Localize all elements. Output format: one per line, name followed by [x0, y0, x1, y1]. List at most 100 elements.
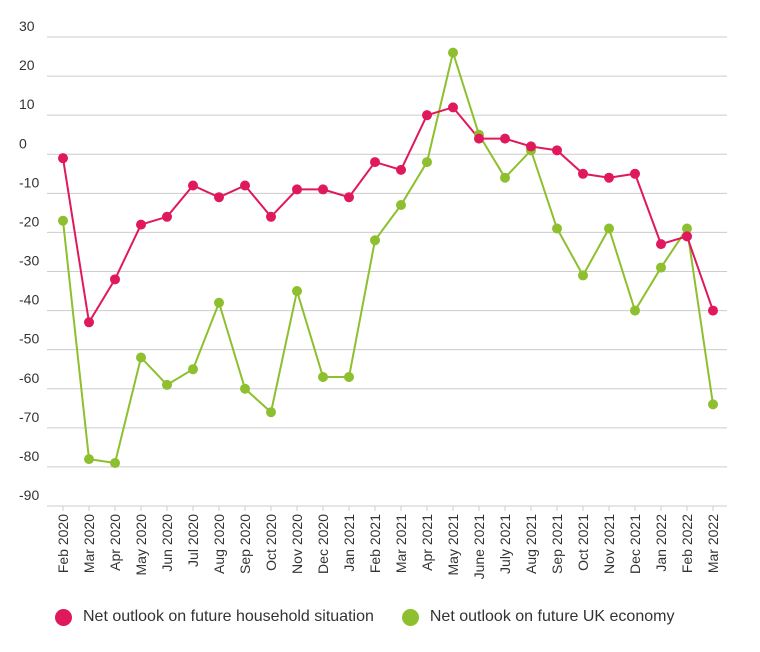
data-point [656, 262, 666, 273]
x-tick-label: May 2020 [133, 514, 149, 576]
legend-marker-household [55, 608, 72, 626]
y-tick-label: -70 [19, 409, 39, 425]
data-point [500, 172, 510, 183]
legend-label-household: Net outlook on future household situatio… [83, 608, 374, 625]
series-line [62, 48, 714, 465]
x-tick-label: Feb 2022 [679, 514, 695, 573]
y-tick-label: -40 [19, 292, 39, 308]
data-point [422, 110, 432, 121]
data-point [682, 223, 692, 234]
data-point [84, 317, 94, 328]
data-point [708, 399, 718, 410]
x-tick-label: May 2021 [445, 514, 461, 576]
y-tick-label: -10 [19, 174, 39, 190]
data-point [214, 297, 224, 308]
legend-marker-economy [401, 608, 419, 626]
x-tick-label: Sep 2021 [549, 514, 565, 574]
x-tick-label: Feb 2020 [55, 514, 71, 573]
legend-item-economy: Net outlook on future UK economy [401, 608, 675, 626]
x-tick-label: Jan 2021 [341, 514, 357, 572]
data-point [474, 133, 484, 144]
y-tick-label: -50 [19, 331, 39, 347]
x-tick-label: Apr 2020 [107, 514, 123, 571]
y-tick-label: 20 [19, 57, 35, 73]
data-point [500, 133, 510, 144]
data-point [552, 223, 562, 234]
data-point [604, 223, 614, 234]
data-point [58, 153, 68, 164]
data-point [240, 383, 250, 394]
data-point [370, 235, 380, 246]
data-point [552, 145, 562, 156]
data-point [240, 180, 250, 191]
y-tick-label: 10 [19, 96, 35, 112]
data-point [526, 141, 536, 152]
data-point [370, 157, 380, 168]
data-point [396, 200, 406, 211]
x-tick-label: July 2021 [497, 514, 513, 574]
data-point [136, 219, 146, 230]
data-point [682, 231, 692, 242]
data-point [344, 192, 354, 203]
data-point [604, 172, 614, 183]
data-point [292, 286, 302, 297]
x-tick-label: Dec 2020 [315, 514, 331, 574]
x-tick-label: Nov 2020 [289, 514, 305, 574]
data-point [448, 102, 458, 113]
data-point [162, 211, 172, 222]
data-point [630, 305, 640, 316]
data-point [266, 407, 276, 418]
data-point [266, 211, 276, 222]
x-tick-label: Aug 2020 [211, 514, 227, 574]
data-point [318, 184, 328, 195]
data-point [136, 352, 146, 363]
data-point [162, 379, 172, 390]
y-tick-label: 30 [19, 18, 35, 34]
x-tick-label: Sep 2020 [237, 514, 253, 574]
data-point [188, 180, 198, 191]
data-point [578, 168, 588, 179]
data-point [214, 192, 224, 203]
data-point [578, 270, 588, 281]
legend-item-household: Net outlook on future household situatio… [55, 608, 374, 626]
data-point [630, 168, 640, 179]
x-tick-label: Nov 2021 [601, 514, 617, 574]
y-tick-label: -20 [19, 213, 39, 229]
data-point [344, 372, 354, 383]
x-tick-label: Apr 2021 [419, 514, 435, 571]
x-tick-label: June 2021 [471, 514, 487, 580]
data-point [422, 157, 432, 168]
data-point [656, 239, 666, 250]
line-chart: 30 20 10 0 -10 -20 -30 -40 -50 -60 -70 -80 -90 Feb 20… [19, 18, 727, 580]
x-tick-label: Feb 2021 [367, 514, 383, 573]
x-tick-label: Oct 2021 [575, 514, 591, 571]
y-tick-label: -30 [19, 253, 39, 269]
x-tick-label: Oct 2020 [263, 514, 279, 571]
x-tick-label: Jun 2020 [159, 514, 175, 572]
y-tick-label: -90 [19, 487, 39, 503]
x-tick-label: Aug 2021 [523, 514, 539, 574]
data-point [396, 164, 406, 175]
data-point [292, 184, 302, 195]
series-line [62, 106, 714, 326]
legend: Net outlook on future household situatio… [55, 608, 702, 626]
legend-label-economy: Net outlook on future UK economy [429, 608, 675, 625]
x-tick-label: Mar 2020 [81, 514, 97, 573]
data-point [110, 274, 120, 285]
data-point [318, 372, 328, 383]
data-point [84, 454, 94, 465]
data-point [58, 215, 68, 226]
y-tick-label: 0 [19, 135, 27, 151]
data-point [708, 305, 718, 316]
y-tick-label: -60 [19, 370, 39, 386]
data-point [110, 458, 120, 469]
x-tick-label: Jul 2020 [185, 514, 201, 567]
x-tick-label: Mar 2021 [393, 514, 409, 573]
data-point [448, 47, 458, 58]
x-tick-label: Mar 2022 [705, 514, 721, 573]
x-tick-label: Dec 2021 [627, 514, 643, 574]
y-tick-label: -80 [19, 448, 39, 464]
x-tick-label: Jan 2022 [653, 514, 669, 572]
data-point [188, 364, 198, 375]
